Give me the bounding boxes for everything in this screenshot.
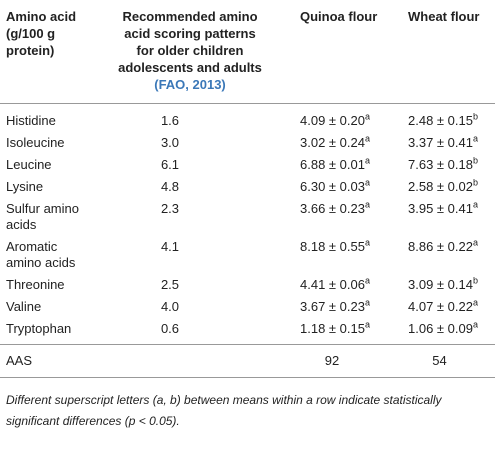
significance-letter: b [472, 275, 478, 286]
amino-acid-name: Isoleucine [6, 135, 65, 150]
significance-letter: a [472, 319, 478, 330]
quinoa-value: 3.02 ± 0.24a [280, 132, 390, 154]
table-row: Sulfur amino acids 2.3 3.66 ± 0.23a 3.95 ± … [0, 198, 495, 236]
amino-acid-name: Valine [6, 299, 42, 314]
wheat-value: 1.06 ± 0.09a [390, 318, 495, 345]
mean-sd: 4.09 ± 0.20 [300, 113, 365, 128]
table-body: Histidine 1.6 4.09 ± 0.20a 2.48 ± 0.15b Isol… [0, 104, 495, 378]
significance-letter: a [364, 319, 370, 330]
table-row: Isoleucine 3.0 3.02 ± 0.24a 3.37 ± 0.41a [0, 132, 495, 154]
pattern-value: 4.8 [160, 179, 180, 194]
mean-sd: 4.07 ± 0.22 [408, 299, 473, 314]
significance-letter: a [472, 237, 478, 248]
pattern-value: 4.1 [160, 239, 180, 254]
mean-sd: 2.48 ± 0.15 [408, 113, 473, 128]
mean-sd: 7.63 ± 0.18 [408, 157, 473, 172]
mean-sd: 3.66 ± 0.23 [300, 201, 365, 216]
significance-letter: b [472, 155, 478, 166]
wheat-value: 4.07 ± 0.22a [390, 296, 495, 318]
mean-sd: 3.09 ± 0.14 [408, 277, 473, 292]
wheat-value: 3.37 ± 0.41a [390, 132, 495, 154]
footnote: Different superscript letters (a, b) bet… [6, 393, 442, 428]
pattern-value: 2.3 [160, 201, 180, 216]
significance-letter: a [364, 177, 370, 188]
pattern-value: 2.5 [160, 277, 180, 292]
significance-letter: a [364, 111, 370, 122]
mean-sd: 8.18 ± 0.55 [300, 239, 365, 254]
quinoa-value: 4.09 ± 0.20a [280, 104, 390, 133]
table-row: Aromatic amino acids 4.1 8.18 ± 0.55a 8.86 … [0, 236, 495, 274]
mean-sd: 6.30 ± 0.03 [300, 179, 365, 194]
table-row: Tryptophan 0.6 1.18 ± 0.15a 1.06 ± 0.09a [0, 318, 495, 345]
pattern-value: 1.6 [160, 113, 180, 128]
significance-letter: a [364, 133, 370, 144]
pattern-value: 0.6 [160, 321, 180, 336]
mean-sd: 6.88 ± 0.01 [300, 157, 365, 172]
table-row: Threonine 2.5 4.41 ± 0.06a 3.09 ± 0.14b [0, 274, 495, 296]
amino-acid-name: Leucine [6, 157, 52, 172]
pattern-value: 6.1 [160, 157, 180, 172]
wheat-value: 3.09 ± 0.14b [390, 274, 495, 296]
mean-sd: 8.86 ± 0.22 [408, 239, 473, 254]
quinoa-value: 4.41 ± 0.06a [280, 274, 390, 296]
pattern-value: 3.0 [160, 135, 180, 150]
quinoa-value: 8.18 ± 0.55a [280, 236, 390, 274]
significance-letter: a [472, 297, 478, 308]
aas-row: AAS 92 54 [0, 344, 495, 378]
significance-letter: a [364, 297, 370, 308]
header-cell: Quinoa flour [280, 0, 390, 104]
mean-sd: 1.06 ± 0.09 [408, 321, 473, 336]
significance-letter: a [364, 199, 370, 210]
amino-acid-name: Sulfur amino acids [6, 201, 79, 232]
significance-letter: a [364, 275, 370, 286]
header-text: Recommended amino acid scoring patterns … [118, 9, 262, 75]
table-row: Valine 4.0 3.67 ± 0.23a 4.07 ± 0.22a [0, 296, 495, 318]
table-row: Lysine 4.8 6.30 ± 0.03a 2.58 ± 0.02b [0, 176, 495, 198]
header-row: Amino acid (g/100 g protein) Recommended… [0, 0, 495, 104]
mean-sd: 1.18 ± 0.15 [300, 321, 365, 336]
wheat-value: 7.63 ± 0.18b [390, 154, 495, 176]
table-row: Leucine 6.1 6.88 ± 0.01a 7.63 ± 0.18b [0, 154, 495, 176]
mean-sd: 3.02 ± 0.24 [300, 135, 365, 150]
header-cell: Recommended amino acid scoring patterns … [100, 0, 280, 104]
mean-sd: 3.67 ± 0.23 [300, 299, 365, 314]
quinoa-value: 3.66 ± 0.23a [280, 198, 390, 236]
significance-letter: b [472, 111, 478, 122]
amino-acid-name: Threonine [6, 277, 65, 292]
wheat-value: 8.86 ± 0.22a [390, 236, 495, 274]
mean-sd: 3.95 ± 0.41 [408, 201, 473, 216]
header-cell: Wheat flour [390, 0, 495, 104]
wheat-value: 2.58 ± 0.02b [390, 176, 495, 198]
quinoa-value: 6.88 ± 0.01a [280, 154, 390, 176]
mean-sd: 4.41 ± 0.06 [300, 277, 365, 292]
significance-letter: b [472, 177, 478, 188]
mean-sd: 3.37 ± 0.41 [408, 135, 473, 150]
significance-letter: a [472, 133, 478, 144]
wheat-value: 3.95 ± 0.41a [390, 198, 495, 236]
amino-acid-name: Lysine [6, 179, 44, 194]
wheat-value: 2.48 ± 0.15b [390, 104, 495, 133]
citation[interactable]: (FAO, 2013) [154, 77, 226, 92]
header-cell: Amino acid (g/100 g protein) [0, 0, 100, 104]
significance-letter: a [364, 155, 370, 166]
amino-acid-table: Amino acid (g/100 g protein) Recommended… [0, 0, 495, 378]
mean-sd: 2.58 ± 0.02 [408, 179, 473, 194]
aas-pattern [100, 344, 280, 378]
aas-wheat: 54 [390, 344, 495, 378]
pattern-value: 4.0 [160, 299, 180, 314]
significance-letter: a [364, 237, 370, 248]
amino-acid-name: Tryptophan [6, 321, 72, 336]
quinoa-value: 1.18 ± 0.15a [280, 318, 390, 345]
quinoa-value: 6.30 ± 0.03a [280, 176, 390, 198]
quinoa-value: 3.67 ± 0.23a [280, 296, 390, 318]
amino-acid-name: Histidine [6, 113, 56, 128]
amino-acid-name: Aromatic amino acids [6, 239, 76, 270]
significance-letter: a [472, 199, 478, 210]
table-row: Histidine 1.6 4.09 ± 0.20a 2.48 ± 0.15b [0, 104, 495, 133]
aas-label: AAS [0, 344, 100, 378]
aas-quinoa: 92 [280, 344, 390, 378]
